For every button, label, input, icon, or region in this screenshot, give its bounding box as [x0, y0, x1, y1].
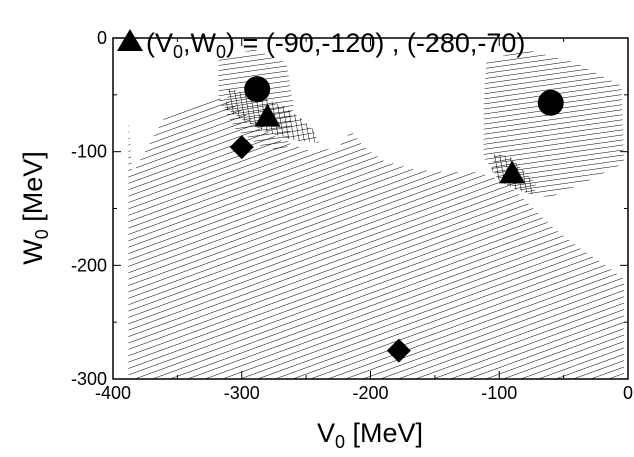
chart-title: (V0​,W0​) = (-90,-120) , (-280,-70)	[117, 28, 525, 62]
y-tick-label: -300	[71, 369, 107, 389]
region-horizontal-lines-3	[483, 49, 625, 198]
diamond-marker-1	[386, 338, 411, 363]
tick-labels: -400 -300 -200 -100 00-100-200-300	[71, 28, 633, 403]
triangle-marker-0	[254, 103, 281, 127]
title-triangle-icon	[117, 29, 143, 51]
x-tick-label: 0	[623, 383, 633, 403]
data-points	[229, 76, 564, 363]
region-diagonal-hatch-0	[128, 97, 625, 379]
y-tick-label: 0	[97, 28, 107, 48]
axis-ticks	[112, 37, 629, 380]
x-tick-label: -300	[224, 383, 260, 403]
hatched-regions	[128, 49, 625, 379]
circle-marker-0	[244, 76, 271, 103]
x-tick-label: -200	[352, 383, 388, 403]
y-tick-label: -100	[71, 142, 107, 162]
y-tick-label: -200	[71, 255, 107, 275]
diamond-marker-0	[229, 135, 254, 160]
x-tick-label: -400	[95, 383, 131, 403]
y-axis-label: W0​ [MeV]	[18, 151, 52, 265]
circle-marker-1	[537, 89, 564, 116]
x-tick-label: -100	[481, 383, 517, 403]
title-text: (V0​,W0​) = (-90,-120) , (-280,-70)	[146, 28, 525, 62]
x-axis-label: V0​ [MeV]	[317, 418, 423, 452]
triangle-marker-1	[499, 160, 526, 184]
